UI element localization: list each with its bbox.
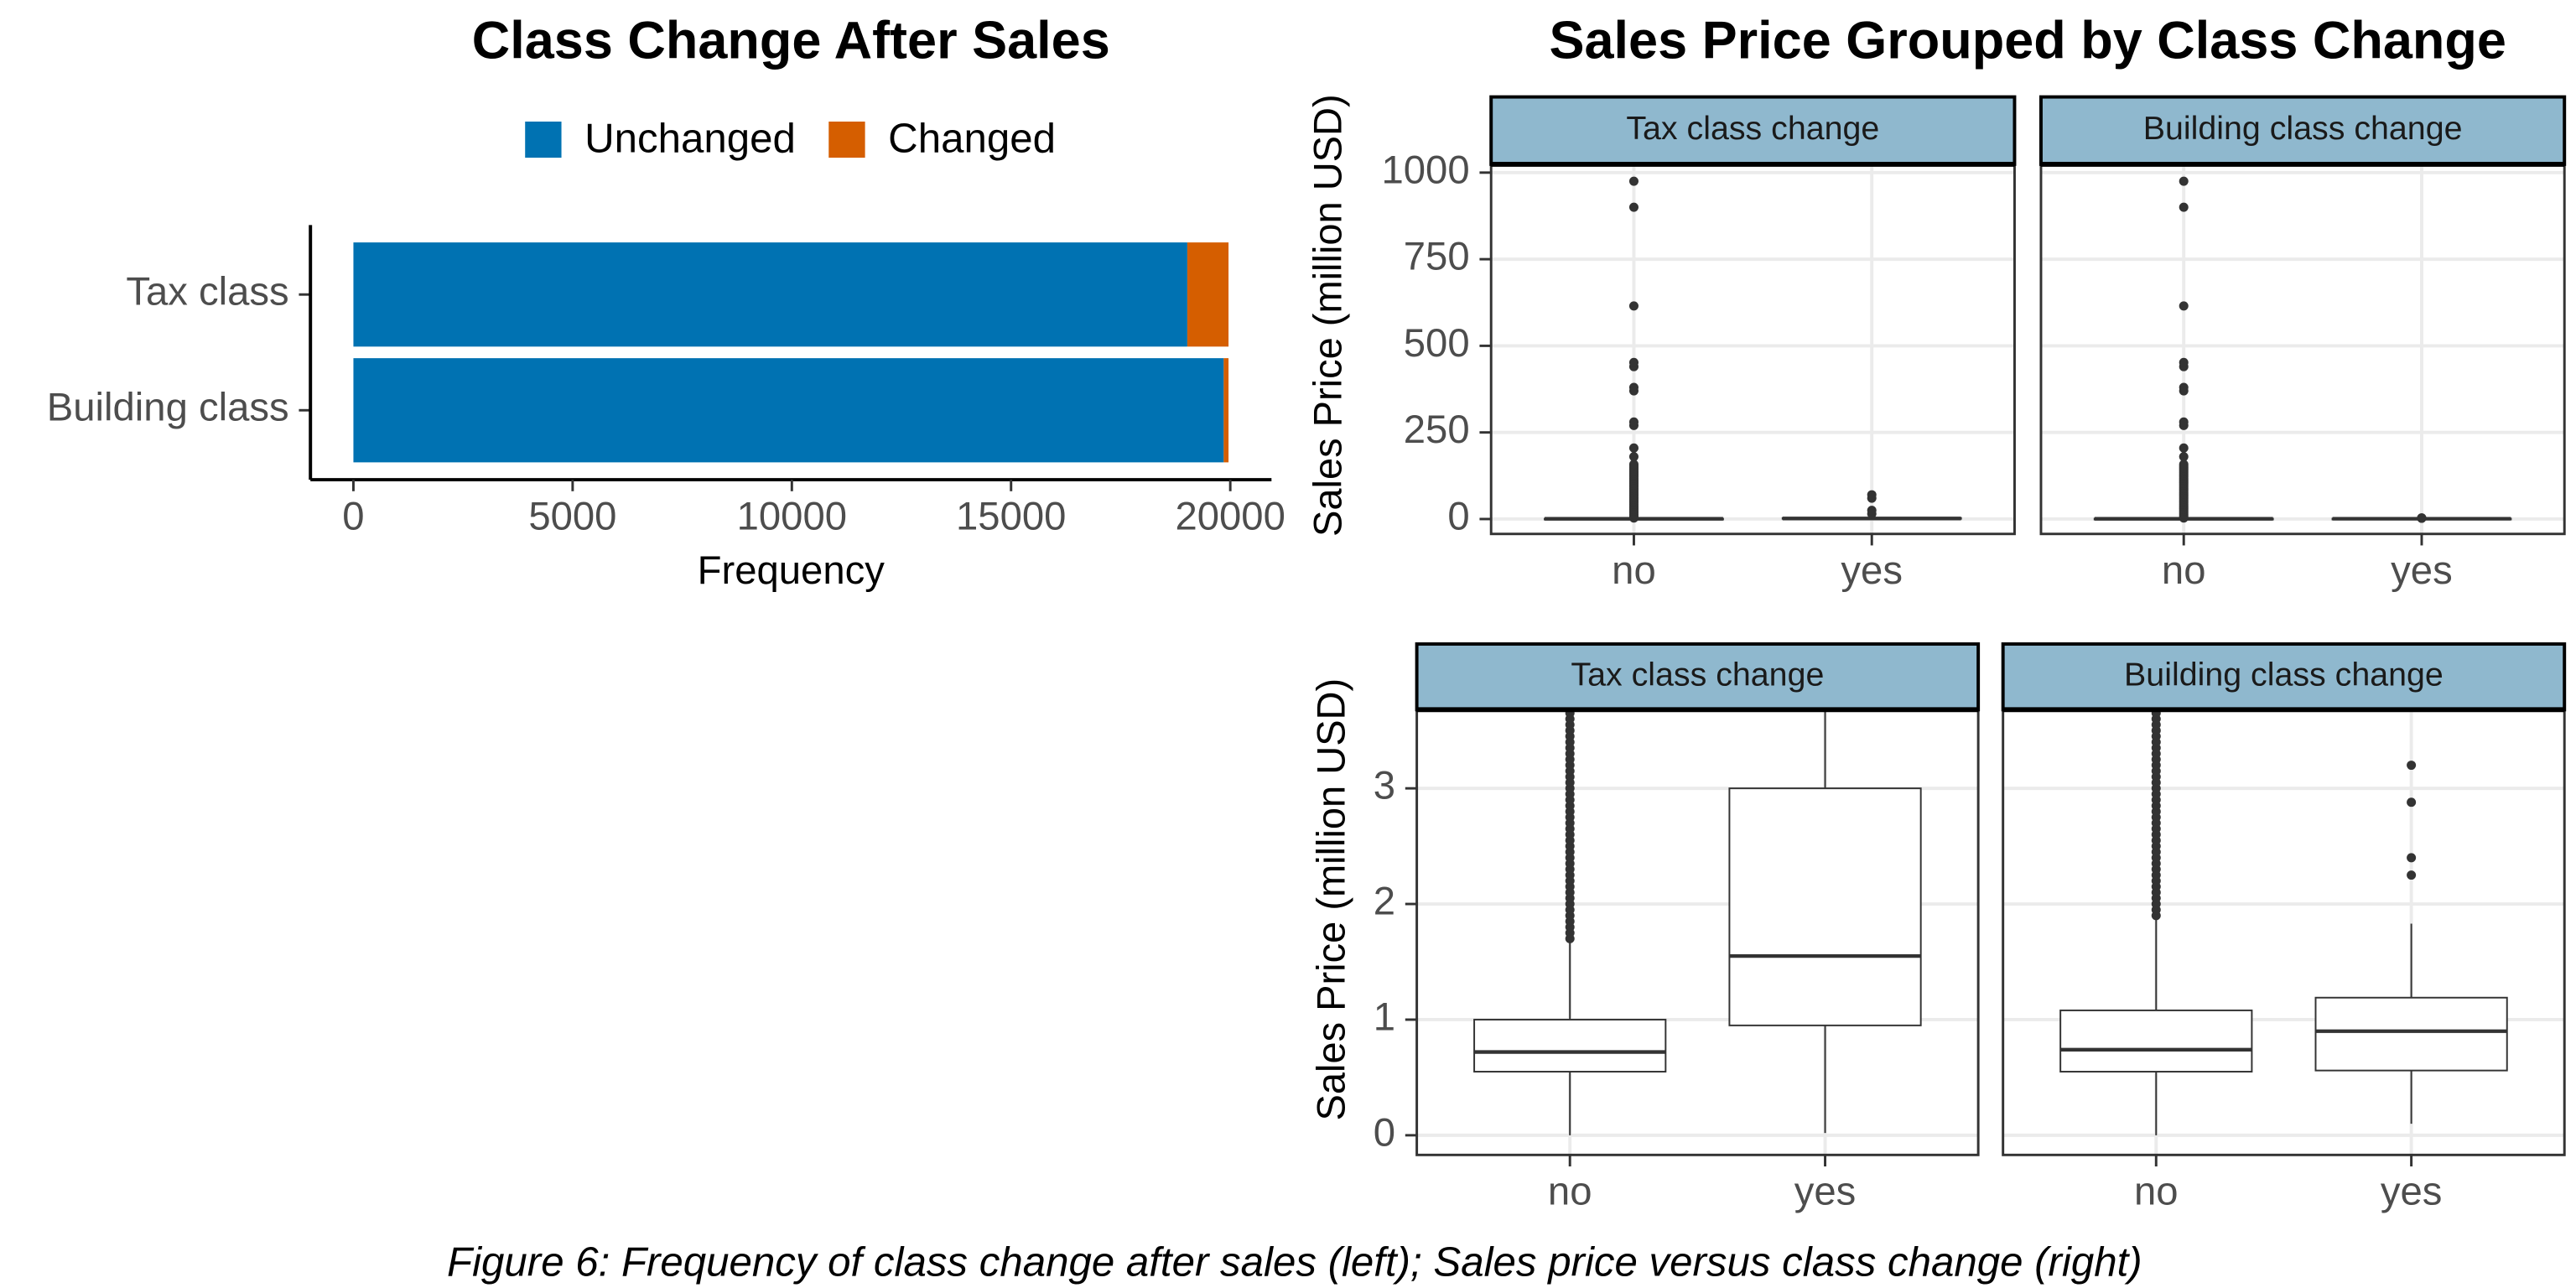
y-tick-label: 2	[1374, 879, 1395, 923]
strip	[2001, 642, 2567, 712]
outlier	[2417, 513, 2427, 523]
outlier	[1867, 490, 1877, 500]
box	[1473, 1018, 1667, 1072]
outlier	[1628, 443, 1639, 453]
bar-segment	[1187, 242, 1229, 347]
outlier	[2179, 452, 2189, 462]
strip	[1415, 642, 1981, 712]
x-tick-label: yes	[2381, 1169, 2443, 1213]
outlier	[1628, 176, 1639, 186]
bar-segment	[1223, 358, 1229, 463]
legend-swatch	[525, 121, 562, 158]
bar-segment	[353, 242, 1187, 347]
strip-label: Building class change	[2143, 110, 2463, 147]
x-tick-label: no	[1612, 548, 1656, 592]
x-axis-title: Frequency	[698, 548, 886, 592]
box	[1728, 787, 1922, 1026]
outlier	[2179, 417, 2189, 427]
outlier	[2179, 460, 2189, 470]
outlier	[2179, 382, 2189, 392]
outlier	[2179, 443, 2189, 453]
outlier	[1628, 301, 1639, 311]
outlier	[1628, 417, 1639, 427]
y-tick-label: 250	[1404, 407, 1470, 451]
panel	[1491, 164, 2015, 534]
bar-segment	[353, 358, 1224, 463]
y-tick-label: 1000	[1382, 147, 1470, 191]
x-tick-label: yes	[2391, 548, 2453, 592]
x-tick-label: yes	[1841, 548, 1903, 592]
outlier	[2407, 797, 2417, 808]
outlier	[1628, 452, 1639, 462]
outlier	[2407, 870, 2417, 880]
x-tick-label: 20000	[1175, 494, 1285, 538]
chart-title: Sales Price Grouped by Class Change	[1549, 12, 2506, 70]
x-tick-label: no	[2162, 548, 2206, 592]
y-tick-label: 500	[1404, 320, 1470, 365]
figure-caption: Figure 6: Frequency of class change afte…	[447, 1240, 2142, 1285]
outlier	[2179, 301, 2189, 311]
x-tick-label: 10000	[737, 494, 847, 538]
chart-title: Class Change After Sales	[472, 12, 1110, 70]
outlier	[2179, 176, 2189, 186]
outlier	[1867, 506, 1877, 516]
y-tick-label: 1	[1374, 994, 1395, 1038]
x-tick-label: 15000	[956, 494, 1066, 538]
outlier	[1628, 357, 1639, 367]
outlier	[1628, 202, 1639, 212]
outlier	[2179, 357, 2189, 367]
x-tick-label: no	[2134, 1169, 2179, 1213]
panel	[2002, 709, 2565, 1156]
x-tick-label: 0	[342, 494, 364, 538]
legend-label: Unchanged	[584, 117, 796, 162]
y-tick-label: 750	[1404, 234, 1470, 278]
panel	[1416, 709, 1979, 1156]
box	[2059, 1009, 2253, 1072]
y-axis-title: Sales Price (million USD)	[1306, 94, 1350, 537]
outlier	[1628, 460, 1639, 470]
y-tick-label: 0	[1374, 1109, 1395, 1154]
y-tick-label: 0	[1447, 494, 1469, 538]
x-tick-label: yes	[1794, 1169, 1857, 1213]
outlier	[2407, 853, 2417, 863]
legend-swatch	[828, 121, 865, 158]
outlier	[2407, 761, 2417, 771]
y-tick-label: 3	[1374, 763, 1395, 808]
y-axis-title: Sales Price (million USD)	[1309, 678, 1353, 1121]
y-tick-label: Building class	[47, 385, 289, 429]
x-tick-label: no	[1548, 1169, 1592, 1213]
strip-label: Tax class change	[1626, 110, 1879, 147]
strip	[1489, 95, 2017, 166]
x-tick-label: 5000	[528, 494, 616, 538]
outlier	[1628, 382, 1639, 392]
box	[2314, 996, 2508, 1072]
panel	[2040, 164, 2565, 534]
strip-label: Building class change	[2124, 657, 2444, 693]
outlier	[2179, 202, 2189, 212]
y-tick-label: Tax class	[126, 269, 288, 314]
legend-label: Changed	[888, 117, 1056, 162]
strip-label: Tax class change	[1571, 657, 1824, 693]
